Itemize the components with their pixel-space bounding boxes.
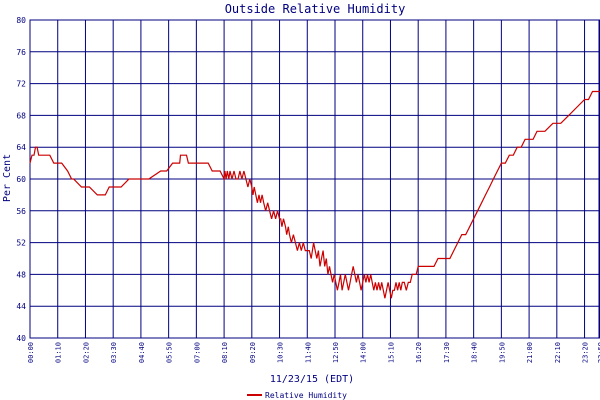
y-tick-label: 76 — [16, 48, 26, 57]
y-tick-labels: 40 44 48 52 56 60 64 68 72 76 80 — [16, 16, 26, 343]
x-tick-label: 23:59 — [597, 342, 600, 363]
x-tick-label: 05:50 — [166, 342, 174, 363]
y-tick-label: 80 — [16, 16, 26, 25]
legend: Relative Humidity — [247, 391, 347, 400]
y-tick-label: 44 — [16, 302, 26, 311]
x-tick-label: 00:00 — [27, 342, 35, 363]
x-tick-label: 01:10 — [55, 342, 63, 363]
y-axis-label: Per Cent — [2, 154, 13, 202]
x-axis-label: 11/23/15 (EDT) — [270, 374, 354, 385]
y-tick-label: 52 — [16, 239, 26, 248]
x-tick-label: 19:50 — [498, 342, 506, 363]
y-tick-label: 48 — [16, 270, 26, 279]
x-tick-label: 07:00 — [193, 342, 201, 363]
y-tick-label: 56 — [16, 207, 26, 216]
y-tick-label: 60 — [16, 175, 26, 184]
x-tick-label: 14:00 — [360, 342, 368, 363]
x-tick-label: 08:10 — [221, 342, 229, 363]
x-tick-label: 09:20 — [249, 342, 257, 363]
x-tick-label: 12:50 — [332, 342, 340, 363]
x-tick-label: 04:40 — [138, 342, 146, 363]
chart-grid — [29, 19, 600, 339]
plot-area — [29, 90, 600, 299]
y-tick-label: 68 — [16, 111, 26, 120]
x-tick-label: 23:20 — [582, 342, 590, 363]
legend-label: Relative Humidity — [265, 391, 347, 400]
x-tick-label: 22:10 — [554, 342, 562, 363]
x-tick-label: 17:30 — [443, 342, 451, 363]
x-tick-label: 21:00 — [526, 342, 534, 363]
x-tick-label: 16:20 — [415, 342, 423, 363]
y-tick-label: 40 — [16, 334, 26, 343]
y-tick-label: 64 — [16, 143, 26, 152]
x-tick-label: 18:40 — [471, 342, 479, 363]
humidity-series-line — [29, 90, 600, 299]
x-tick-labels: 00:00 01:10 02:20 03:30 04:40 05:50 07:00 08:10… — [27, 342, 600, 363]
x-tick-label: 11:40 — [304, 342, 312, 363]
x-tick-label: 02:20 — [82, 342, 90, 363]
x-tick-label: 10:30 — [277, 342, 285, 363]
y-tick-label: 72 — [16, 80, 26, 89]
chart-title: Outside Relative Humidity — [225, 2, 406, 16]
x-tick-label: 03:30 — [110, 342, 118, 363]
x-tick-label: 15:10 — [387, 342, 395, 363]
